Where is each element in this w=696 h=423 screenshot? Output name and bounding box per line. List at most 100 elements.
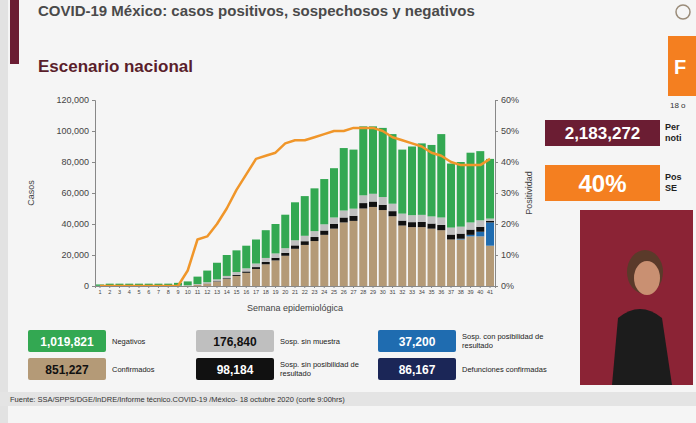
x-tick: 16 xyxy=(243,286,249,295)
legend-total: 851,227 xyxy=(45,363,89,377)
corner-tag-text: F xyxy=(674,56,686,78)
y-tick-label: 0 xyxy=(84,281,89,291)
x-tick: 9 xyxy=(176,286,179,295)
bar xyxy=(379,197,387,205)
x-tick-label: 35 xyxy=(428,289,434,295)
interpreter-face xyxy=(634,261,660,295)
bar xyxy=(408,227,416,286)
y2-tick: 10% xyxy=(495,250,519,260)
interpreter-body xyxy=(612,309,672,385)
x-tick-label: 40 xyxy=(477,289,483,295)
x-tick: 39 xyxy=(467,286,473,295)
bar xyxy=(408,215,416,222)
y2-tick-mark xyxy=(495,193,498,194)
bar xyxy=(281,253,289,256)
interpreter xyxy=(580,210,693,385)
corner-date: 18 o xyxy=(670,101,686,110)
bar xyxy=(262,230,270,258)
bar xyxy=(389,204,397,211)
legend-swatch xyxy=(196,358,274,380)
bar xyxy=(447,228,455,235)
x-tick: 2 xyxy=(108,286,111,295)
y2-tick: 30% xyxy=(495,188,519,198)
bar xyxy=(232,272,240,275)
bar xyxy=(193,285,201,286)
bar xyxy=(447,235,455,240)
x-tick-mark xyxy=(99,286,100,288)
bar xyxy=(476,220,484,227)
x-tick-mark xyxy=(363,286,364,288)
x-tick: 6 xyxy=(147,286,150,295)
x-tick: 38 xyxy=(458,286,464,295)
x-tick-label: 7 xyxy=(157,289,160,295)
x-tick: 11 xyxy=(195,286,201,295)
title: COVID-19 México: casos positivos, sospec… xyxy=(38,2,475,19)
y-axis: 020,00040,00060,00080,000100,000120,000 xyxy=(56,95,95,291)
bar xyxy=(291,249,299,286)
bar xyxy=(311,241,319,286)
y-tick-mark xyxy=(92,100,95,101)
legend: 1,019,821Negativos176,840Sosp. sin muest… xyxy=(28,330,547,380)
logo xyxy=(676,5,690,19)
bar xyxy=(476,232,484,237)
x-axis: 1234567891011121314151617181920212223242… xyxy=(96,286,496,295)
x-axis-title: Semana epidemiológica xyxy=(247,303,343,313)
bar xyxy=(476,236,484,286)
x-tick-mark xyxy=(246,286,247,288)
x-tick-mark xyxy=(187,286,188,288)
x-tick-label: 28 xyxy=(360,289,366,295)
bar xyxy=(359,203,367,208)
y2-tick-mark xyxy=(495,255,498,256)
bar xyxy=(311,237,319,241)
chart-root: COVID-19 México: casos positivos, sospec… xyxy=(0,0,696,423)
bar xyxy=(447,240,455,287)
x-tick-label: 30 xyxy=(380,289,386,295)
y2-tick-label: 30% xyxy=(501,188,519,198)
x-tick: 14 xyxy=(224,286,230,295)
bar xyxy=(428,216,436,223)
x-tick-label: 5 xyxy=(137,289,140,295)
bar xyxy=(223,279,231,286)
x-tick-label: 18 xyxy=(263,289,269,295)
y-tick: 0 xyxy=(84,281,95,291)
bar xyxy=(350,221,358,286)
bar xyxy=(369,207,377,286)
bar xyxy=(418,227,426,286)
y2-tick: 40% xyxy=(495,157,519,167)
bar xyxy=(320,235,328,286)
y2-tick: 60% xyxy=(495,95,519,105)
x-tick-label: 38 xyxy=(458,289,464,295)
legend-label-line: resultado xyxy=(280,369,311,378)
bar xyxy=(389,211,397,216)
y2-tick-mark xyxy=(495,224,498,225)
bar xyxy=(398,150,406,214)
y2-tick-mark xyxy=(495,100,498,101)
x-tick-label: 29 xyxy=(370,289,376,295)
bar xyxy=(252,240,260,264)
bar xyxy=(486,159,494,219)
x-tick-mark xyxy=(177,286,178,288)
x-tick: 13 xyxy=(214,286,220,295)
side-box xyxy=(545,120,660,146)
y2-axis-line xyxy=(496,101,499,287)
bar xyxy=(184,285,192,286)
y2-tick: 50% xyxy=(495,126,519,136)
x-tick-label: 36 xyxy=(438,289,444,295)
x-tick-mark xyxy=(207,286,208,288)
bar xyxy=(213,282,221,286)
y2-tick-label: 20% xyxy=(501,219,519,229)
bar xyxy=(281,256,289,286)
bar xyxy=(320,224,328,230)
x-tick: 35 xyxy=(428,286,434,295)
x-tick-label: 17 xyxy=(253,289,259,295)
x-tick-label: 1 xyxy=(98,289,101,295)
bar xyxy=(203,283,211,284)
bar xyxy=(281,215,289,248)
bar xyxy=(476,227,484,232)
x-tick-mark xyxy=(441,286,442,288)
bar xyxy=(242,268,250,271)
x-tick-mark xyxy=(343,286,344,288)
bar xyxy=(203,282,211,283)
y-tick-mark xyxy=(92,162,95,163)
bar xyxy=(350,150,358,209)
